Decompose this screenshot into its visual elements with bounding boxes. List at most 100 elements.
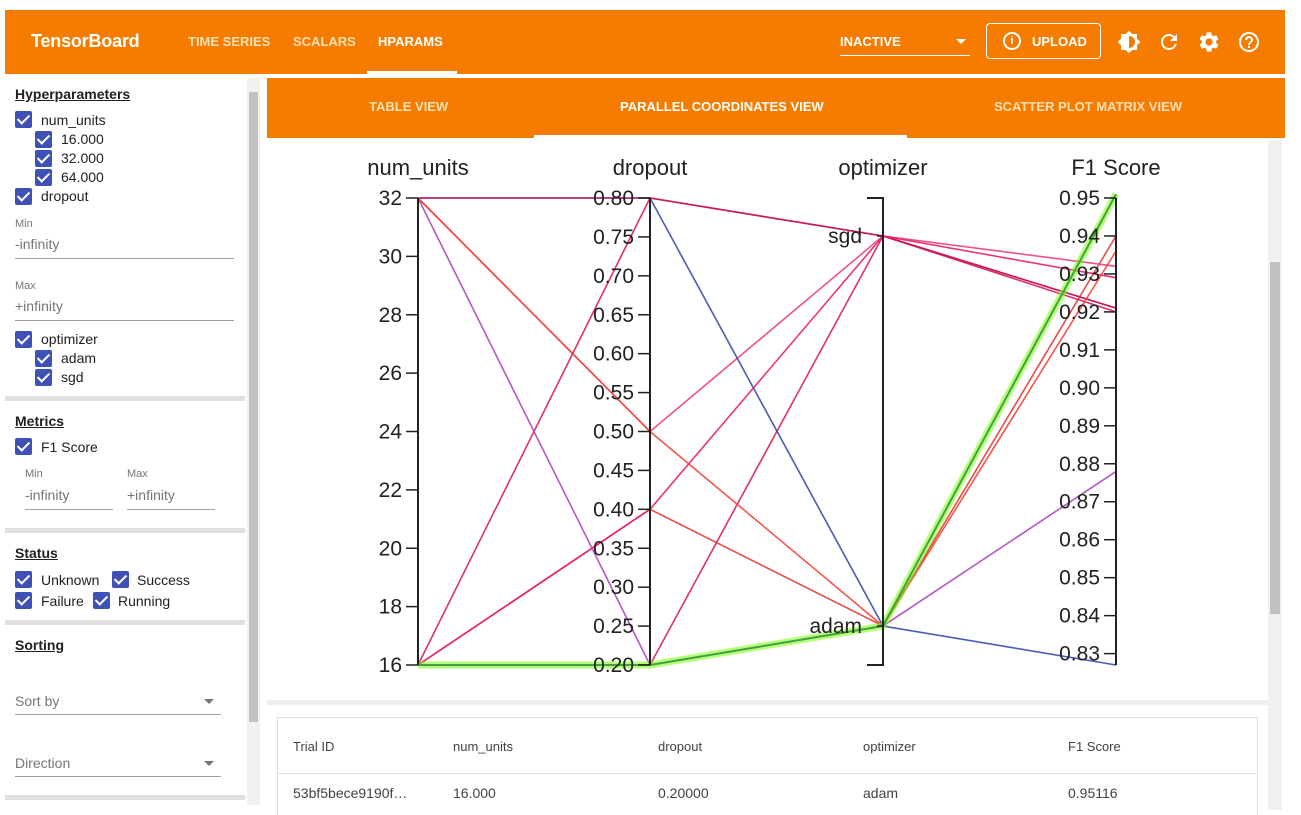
direction-select[interactable]: Direction xyxy=(15,755,71,771)
tick-label: 0.93 xyxy=(1059,263,1100,286)
dropout-max-input[interactable]: +infinity xyxy=(15,298,63,314)
metrics-title: Metrics xyxy=(15,413,65,429)
num-units-16-checkbox[interactable] xyxy=(35,131,52,148)
metric-max-underline xyxy=(127,509,215,510)
dropout-max-underline xyxy=(15,320,234,321)
status-success-label: Success xyxy=(137,572,190,588)
trial-line xyxy=(418,235,1117,666)
info-icon: i xyxy=(1003,32,1021,50)
metric-min-underline xyxy=(25,509,113,510)
table-row-divider xyxy=(278,773,1257,774)
tick-label: 0.86 xyxy=(1059,529,1100,552)
parallel-coordinates-chart[interactable]: num_units 16 18 20 22 24 26 28 30 32 dropout 0.20 0.… xyxy=(267,140,1267,700)
status-failure-label: Failure xyxy=(41,593,84,609)
num-units-64-checkbox[interactable] xyxy=(35,169,52,186)
axis-title: optimizer xyxy=(838,155,927,180)
dropout-checkbox[interactable] xyxy=(15,188,32,205)
axis-title: F1 Score xyxy=(1071,155,1160,180)
f1-score-checkbox[interactable] xyxy=(15,438,32,455)
tab-scatter-plot-matrix-view[interactable]: SCATTER PLOT MATRIX VIEW xyxy=(994,99,1183,114)
filter-sidebar: Hyperparameters num_units 16.000 32.000 … xyxy=(5,78,245,805)
metric-max-input[interactable]: +infinity xyxy=(127,487,175,503)
dropout-min-input[interactable]: -infinity xyxy=(15,236,60,252)
tick-label: 0.40 xyxy=(593,498,634,521)
tick-label: 16 xyxy=(379,654,402,677)
trial-line xyxy=(418,197,1117,309)
sidebar-scrollbar-thumb[interactable] xyxy=(249,92,258,722)
tick-label: 0.91 xyxy=(1059,339,1100,362)
trials-table: Trial ID num_units dropout optimizer F1 … xyxy=(277,717,1258,815)
tick-label: 0.92 xyxy=(1059,301,1100,324)
status-running-checkbox[interactable] xyxy=(93,592,110,609)
table-cell-trial-id[interactable]: 53bf5bece9190f… xyxy=(293,785,408,801)
direction-underline xyxy=(15,776,221,777)
status-unknown-checkbox[interactable] xyxy=(15,571,32,588)
tick-label: 0.30 xyxy=(593,576,634,599)
tab-parallel-coordinates-view[interactable]: PARALLEL COORDINATES VIEW xyxy=(620,99,824,114)
dropout-label: dropout xyxy=(41,188,89,204)
view-tabs-bar: TABLE VIEW PARALLEL COORDINATES VIEW SCA… xyxy=(267,78,1285,138)
status-success-checkbox[interactable] xyxy=(112,571,129,588)
reload-mode-select[interactable]: INACTIVE xyxy=(840,30,970,56)
tab-scalars[interactable]: SCALARS xyxy=(293,34,356,49)
chevron-down-icon xyxy=(956,39,966,44)
optimizer-sgd-label: sgd xyxy=(61,369,84,385)
optimizer-sgd-checkbox[interactable] xyxy=(35,369,52,386)
optimizer-label: optimizer xyxy=(41,331,98,347)
axis-title: dropout xyxy=(613,155,688,180)
main-scrollbar[interactable] xyxy=(1268,140,1282,810)
num-units-64-label: 64.000 xyxy=(61,169,104,185)
table-cell-optimizer: adam xyxy=(863,785,899,801)
main-scrollbar-thumb[interactable] xyxy=(1270,262,1280,614)
tick-label: 0.85 xyxy=(1059,567,1100,590)
help-icon[interactable] xyxy=(1237,30,1261,54)
settings-icon[interactable] xyxy=(1197,30,1221,54)
tab-table-view[interactable]: TABLE VIEW xyxy=(369,99,449,114)
tab-hparams[interactable]: HPARAMS xyxy=(378,34,443,49)
sort-by-underline xyxy=(15,714,221,715)
section-divider xyxy=(5,528,245,533)
num-units-label: num_units xyxy=(41,112,106,128)
dropout-min-caption: Min xyxy=(15,218,33,230)
tab-time-series[interactable]: TIME SERIES xyxy=(188,34,271,49)
num-units-checkbox[interactable] xyxy=(15,111,32,128)
optimizer-checkbox[interactable] xyxy=(15,331,32,348)
upload-button[interactable]: i UPLOAD xyxy=(986,23,1101,59)
optimizer-adam-checkbox[interactable] xyxy=(35,350,52,367)
column-header-trial-id[interactable]: Trial ID xyxy=(293,739,335,754)
metric-min-caption: Min xyxy=(25,468,43,480)
tick-label: 0.50 xyxy=(593,421,634,444)
num-units-32-checkbox[interactable] xyxy=(35,150,52,167)
status-running-label: Running xyxy=(118,593,171,609)
upload-label: UPLOAD xyxy=(1032,34,1087,49)
tick-label: 32 xyxy=(379,187,402,210)
tick-label: 22 xyxy=(379,479,402,502)
metric-min-input[interactable]: -infinity xyxy=(25,487,70,503)
tick-label: 18 xyxy=(379,596,402,619)
tick-label: 0.75 xyxy=(593,226,634,249)
section-divider xyxy=(5,620,245,625)
optimizer-adam-label: adam xyxy=(61,350,97,366)
tick-label: 0.60 xyxy=(593,343,634,366)
sidebar-scrollbar[interactable] xyxy=(247,78,260,805)
column-header-f1-score[interactable]: F1 Score xyxy=(1068,739,1121,754)
metric-max-caption: Max xyxy=(127,468,148,480)
column-header-num-units[interactable]: num_units xyxy=(453,739,513,754)
brightness-icon[interactable] xyxy=(1117,30,1141,54)
tick-label: 0.65 xyxy=(593,304,634,327)
f1-score-label: F1 Score xyxy=(41,439,98,455)
status-title: Status xyxy=(15,545,58,561)
hyperparameters-title: Hyperparameters xyxy=(15,86,131,102)
dropout-max-caption: Max xyxy=(15,280,36,292)
refresh-icon[interactable] xyxy=(1157,30,1181,54)
brand-title[interactable]: TensorBoard xyxy=(31,31,140,51)
column-header-dropout[interactable]: dropout xyxy=(658,739,703,754)
column-header-optimizer[interactable]: optimizer xyxy=(863,739,916,754)
tick-label: 30 xyxy=(379,245,402,268)
tick-label: 0.45 xyxy=(593,459,634,482)
status-failure-checkbox[interactable] xyxy=(15,592,32,609)
top-app-bar: TensorBoard TIME SERIES SCALARS HPARAMS … xyxy=(5,10,1285,74)
tick-label: 0.94 xyxy=(1059,225,1100,248)
sort-by-select[interactable]: Sort by xyxy=(15,693,60,709)
tick-label: 20 xyxy=(379,537,402,560)
